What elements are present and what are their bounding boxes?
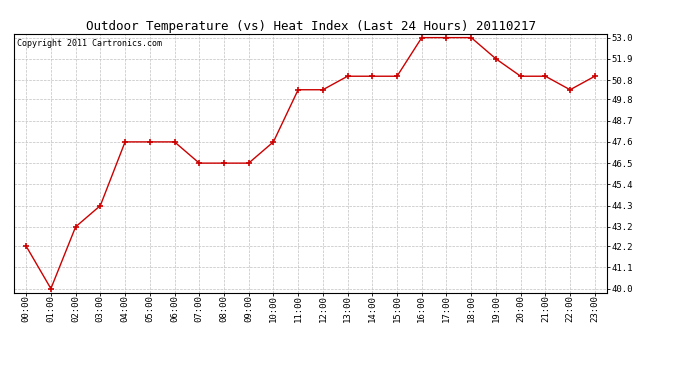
Text: Copyright 2011 Cartronics.com: Copyright 2011 Cartronics.com	[17, 39, 161, 48]
Title: Outdoor Temperature (vs) Heat Index (Last 24 Hours) 20110217: Outdoor Temperature (vs) Heat Index (Las…	[86, 20, 535, 33]
